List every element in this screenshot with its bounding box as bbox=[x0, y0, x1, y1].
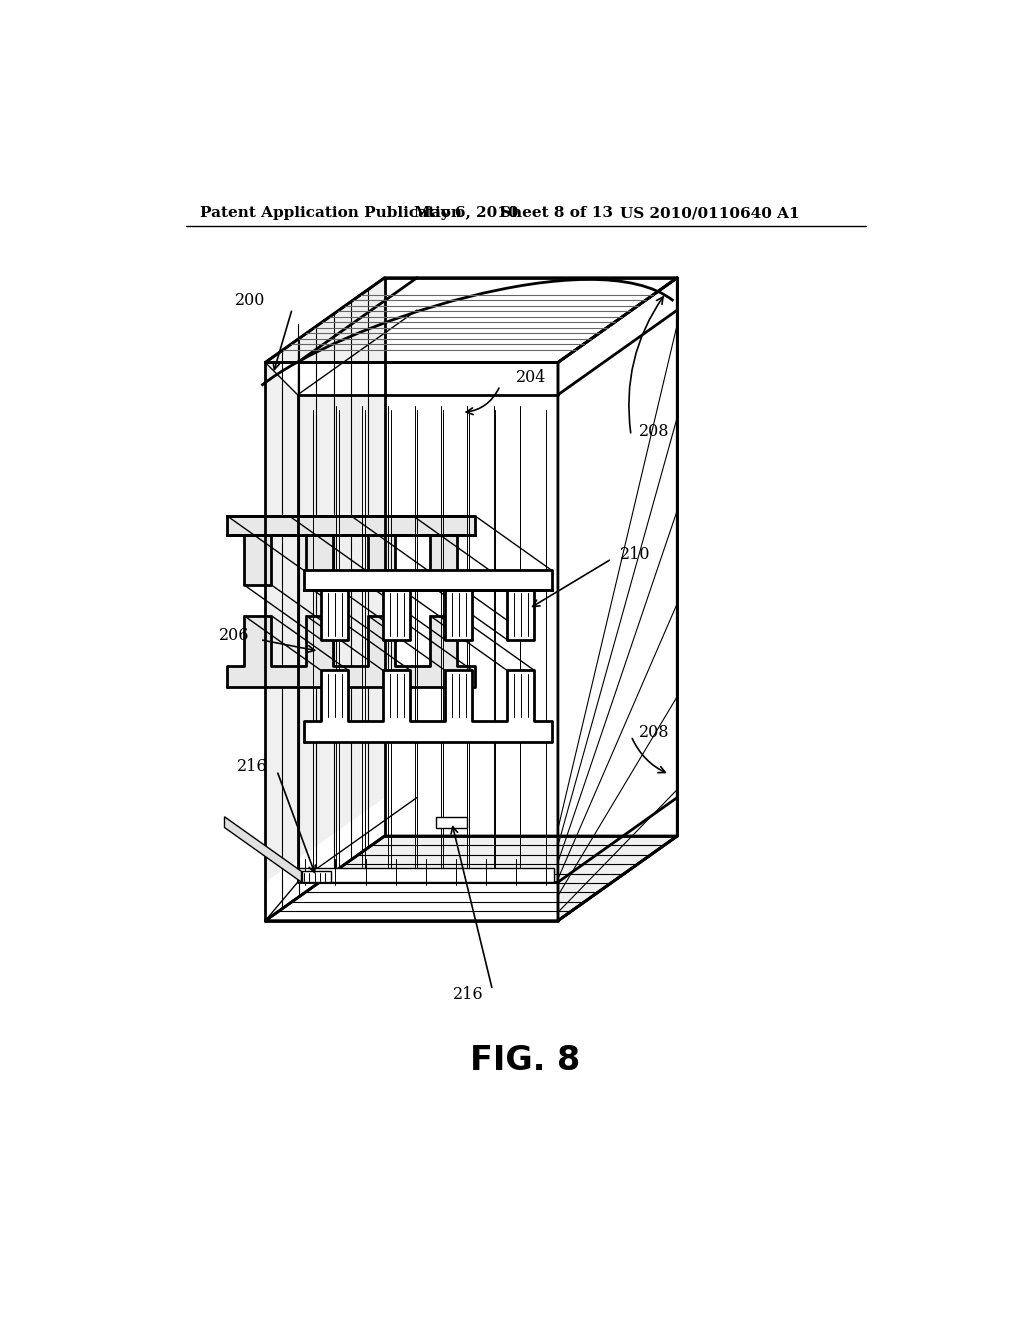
Polygon shape bbox=[298, 869, 554, 882]
Text: 206: 206 bbox=[219, 627, 250, 644]
Text: 204: 204 bbox=[515, 370, 546, 387]
Polygon shape bbox=[265, 836, 677, 921]
Polygon shape bbox=[558, 277, 677, 921]
Polygon shape bbox=[265, 277, 385, 921]
Polygon shape bbox=[385, 277, 677, 836]
Polygon shape bbox=[265, 882, 558, 921]
Text: FIG. 8: FIG. 8 bbox=[470, 1044, 580, 1077]
Text: 200: 200 bbox=[234, 292, 265, 309]
Polygon shape bbox=[436, 817, 467, 828]
Text: Sheet 8 of 13: Sheet 8 of 13 bbox=[500, 206, 613, 220]
Polygon shape bbox=[226, 516, 475, 585]
Polygon shape bbox=[224, 817, 301, 882]
Polygon shape bbox=[265, 363, 558, 395]
Text: 208: 208 bbox=[639, 723, 670, 741]
Text: Patent Application Publication: Patent Application Publication bbox=[200, 206, 462, 220]
Polygon shape bbox=[304, 570, 552, 640]
Polygon shape bbox=[385, 277, 677, 836]
Polygon shape bbox=[558, 277, 677, 921]
Polygon shape bbox=[265, 363, 558, 921]
Polygon shape bbox=[265, 277, 677, 363]
Polygon shape bbox=[304, 671, 552, 742]
Text: 216: 216 bbox=[453, 986, 483, 1003]
Text: 216: 216 bbox=[237, 758, 267, 775]
Text: 208: 208 bbox=[639, 424, 670, 441]
Text: 210: 210 bbox=[620, 546, 650, 564]
Text: May 6, 2010: May 6, 2010 bbox=[414, 206, 518, 220]
Text: US 2010/0110640 A1: US 2010/0110640 A1 bbox=[620, 206, 799, 220]
Polygon shape bbox=[265, 797, 677, 882]
Polygon shape bbox=[226, 615, 475, 688]
Polygon shape bbox=[265, 277, 677, 363]
Polygon shape bbox=[301, 871, 331, 882]
